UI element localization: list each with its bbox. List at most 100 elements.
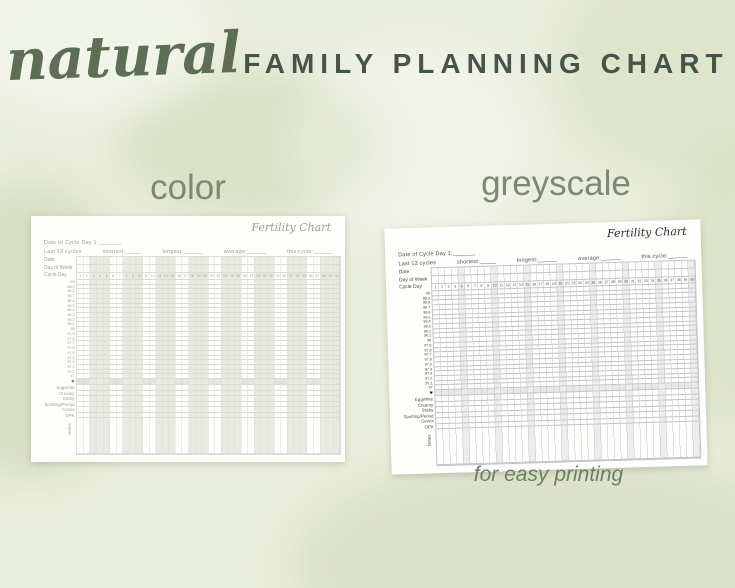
cycle-day-number: 4 <box>99 274 102 278</box>
cervical-fluid-row: Cervix <box>62 407 340 413</box>
temperature-label: 98 <box>70 327 75 332</box>
greyscale-section-label: greyscale <box>481 164 631 203</box>
cycle-day-number: 36 <box>308 274 313 278</box>
temperature-label: 99 <box>70 280 75 284</box>
cervical-fluid-row: Creamy <box>59 390 340 397</box>
cycle-day-row-label: Cycle Day <box>44 272 67 278</box>
temperature-label: 97.1 <box>67 369 75 374</box>
cycle-day1-field: Date of Cycle Day 1:_______ <box>398 250 476 259</box>
cervical-fluid-label: Creamy <box>59 390 75 396</box>
cycle-day-numbers-row: 1 2 3 4 5 6 7 8 9 10 11 12 13 14 15 16 17 18 19 20 21 22 23 24 2… <box>77 273 340 280</box>
day-of-week-row <box>77 265 340 273</box>
temperature-row: 97.1 <box>67 369 340 375</box>
temperature-row: 97 <box>70 374 340 380</box>
this-cycle-field: this cycle:______ <box>287 248 333 255</box>
temperature-label: 98.4 <box>67 308 75 313</box>
cycle-day-number: 20 <box>203 274 208 278</box>
intercourse-row: ♥ <box>71 379 340 386</box>
temperature-row: 98.8 <box>67 289 340 295</box>
fertility-chart-greyscale-preview: Fertility Chart Date of Cycle Day 1:____… <box>384 219 708 475</box>
temperature-label: 97.7 <box>67 341 75 346</box>
cycle-day-number: 34 <box>295 274 300 278</box>
temperature-label: 97.2 <box>67 364 75 369</box>
temperature-label: 97.4 <box>67 355 75 360</box>
date-row-label: Date <box>44 257 55 263</box>
temperature-row: 98.1 <box>67 322 340 328</box>
temperature-label: 98.7 <box>67 294 75 299</box>
cervical-fluid-label: Cervix <box>62 407 75 413</box>
cycle-day1-field: Date of Cycle Day 1:_______ <box>44 240 122 246</box>
color-section-label: color <box>150 168 226 207</box>
cycle-day-number: 40 <box>334 274 339 278</box>
shortest-field: shortest:_____ <box>456 257 497 266</box>
footnote: for easy printing <box>473 463 624 486</box>
temperature-label: 97.3 <box>67 360 75 365</box>
cycle-day-number: 38 <box>321 274 326 278</box>
temperature-row: 98.2 <box>67 317 340 323</box>
temperature-row: 98.3 <box>67 313 340 318</box>
average-field: average:______ <box>223 248 267 255</box>
cycle-day-number: 37 <box>315 274 320 278</box>
cycle-day-number: 40 <box>689 277 694 282</box>
last-cycles-label: Last 12 cycles <box>44 248 82 255</box>
page-header: natural FAMILY PLANNING CHART <box>0 19 735 94</box>
cycle-day-number: 5 <box>105 274 108 278</box>
temperature-row: 97.4 <box>67 355 340 361</box>
temperature-row: 97.3 <box>67 360 340 365</box>
temperature-label: 97.6 <box>67 346 75 351</box>
cervical-fluid-row: Eggwhite <box>56 385 340 391</box>
notes-row: Notes <box>67 418 340 455</box>
cervical-fluid-label: Eggwhite <box>56 385 75 391</box>
cervical-fluid-label: OPK <box>424 423 434 430</box>
cycle-day-number: 28 <box>255 274 260 278</box>
page-title: FAMILY PLANNING CHART <box>243 48 729 79</box>
cervical-fluid-row: OPK <box>65 412 340 419</box>
date-row <box>77 257 340 265</box>
temperature-row: 97.5 <box>67 350 340 356</box>
heart-icon: ♥ <box>71 379 75 386</box>
cervical-fluid-row: Spotting/Period <box>44 401 340 408</box>
temperature-row: 97.8 <box>67 336 340 342</box>
temperature-row: 98.6 <box>67 298 340 304</box>
cycle-day-number: 15 <box>170 274 175 278</box>
cycle-day-number: 31 <box>275 274 280 278</box>
temperature-label: 97 <box>70 374 75 379</box>
longest-field: longest:______ <box>516 256 558 264</box>
last-cycles-label: Last 12 cycles <box>398 259 437 267</box>
cycle-day-number: 35 <box>301 274 306 278</box>
temperature-label: 97.5 <box>67 350 75 355</box>
temperature-label: 98.2 <box>67 317 75 322</box>
cycle-day-number: 19 <box>196 274 201 278</box>
cycle-day-number: 6 <box>112 274 115 278</box>
cycle-day-number: 24 <box>229 274 234 278</box>
temperature-row: 97.9 <box>67 331 340 337</box>
temperature-label: 98.3 <box>67 313 75 318</box>
chart-grid: 1 2 3 4 5 6 7 8 9 10 11 12 13 14 15 16 17 18 19 20 21 22 23 24 2… <box>44 256 341 456</box>
shortest-field: shortest:_____ <box>102 248 142 255</box>
notes-row: Notes <box>427 421 701 466</box>
temperature-label: 98.5 <box>67 303 75 308</box>
cycle-day-number: 8 <box>125 274 128 278</box>
chart-logo: Fertility Chart <box>606 224 687 241</box>
cycle-day-number: 18 <box>190 274 195 278</box>
cycle-day-number: 22 <box>216 274 221 278</box>
temperature-row: 97.6 <box>67 346 340 351</box>
temperature-row: 98.4 <box>67 308 340 314</box>
cycle-day-number: 23 <box>223 274 227 278</box>
notes-label: Notes <box>426 434 432 447</box>
temperature-label: 98.9 <box>67 284 75 289</box>
title-script-word: natural <box>5 18 243 95</box>
temperature-row: 98.7 <box>67 294 340 299</box>
temperature-row: 98.5 <box>67 303 340 309</box>
cycle-day-number: 12 <box>150 274 155 278</box>
cycle-day-number: 30 <box>269 274 274 278</box>
notes-label: Notes <box>67 423 72 435</box>
cycle-day-number: 39 <box>328 274 333 278</box>
chart-logo: Fertility Chart <box>251 221 331 234</box>
day-of-week-row-label: Day of Week <box>44 265 73 271</box>
temperature-row: 98.9 <box>67 284 340 290</box>
cervical-fluid-label: Spotting/Period <box>44 401 75 407</box>
fertility-chart-color-preview: Fertility Chart Date of Cycle Day 1:____… <box>31 216 345 462</box>
grid-header-labels: Date Day of Week Cycle Day <box>44 256 73 279</box>
